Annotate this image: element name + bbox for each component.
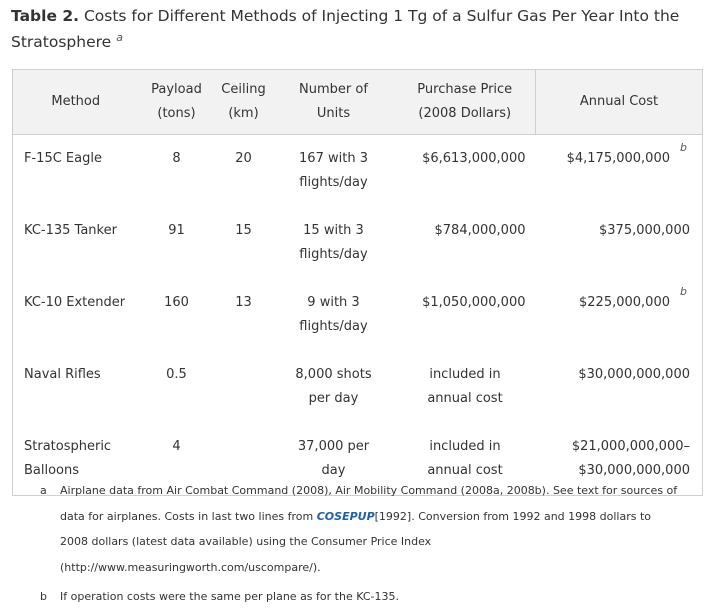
cell-method: F-15C Eagle bbox=[24, 151, 102, 166]
table-caption: Table 2. Costs for Different Methods of … bbox=[11, 3, 701, 57]
caption-footnote-marker[interactable]: a bbox=[116, 31, 123, 44]
costs-table: Method Payload (tons) Ceiling (km) Number … bbox=[12, 69, 703, 496]
cell-purchase-price: $1,050,000,000 bbox=[422, 295, 526, 310]
cell-units: 167 with 3 flights/day bbox=[299, 151, 368, 190]
cell-units: 8,000 shots per day bbox=[295, 367, 372, 406]
cell-ceiling: 15 bbox=[235, 223, 252, 238]
measuringworth-url[interactable]: (http://www.measuringworth.com/uscompare… bbox=[60, 560, 318, 574]
footnote-b-text: If operation costs were the same per pla… bbox=[60, 590, 399, 603]
cell-ceiling: 13 bbox=[235, 295, 252, 310]
table-header-row: Method Payload (tons) Ceiling (km) Number … bbox=[12, 69, 703, 135]
cell-units: 15 with 3 flights/day bbox=[299, 223, 368, 262]
annual-cost-footnote-marker[interactable]: b bbox=[680, 285, 687, 298]
table-row: F-15C Eagle 8 20 167 with 3 flights/day $6,61… bbox=[13, 135, 703, 208]
table-row: KC-135 Tanker 91 15 15 with 3 flights/day $78… bbox=[13, 207, 703, 279]
header-purchase-price: Purchase Price (2008 Dollars) bbox=[394, 69, 536, 135]
cell-ceiling: 20 bbox=[235, 151, 252, 166]
cell-method: KC-135 Tanker bbox=[24, 223, 117, 238]
cell-payload: 8 bbox=[172, 151, 181, 166]
cell-annual-cost: $4,175,000,000 b bbox=[536, 135, 703, 208]
cell-payload: 91 bbox=[168, 223, 185, 238]
cell-purchase-price: $6,613,000,000 bbox=[422, 151, 526, 166]
table-row: Stratospheric Balloons 4 37,000 per day inclu… bbox=[13, 423, 703, 496]
cell-method: Stratospheric Balloons bbox=[24, 439, 112, 478]
cell-payload: 4 bbox=[172, 439, 181, 454]
header-payload: Payload (tons) bbox=[138, 69, 215, 135]
cell-units: 37,000 per day bbox=[297, 439, 370, 478]
footnote-b: b If operation costs were the same per p… bbox=[40, 584, 680, 610]
cell-annual-cost: $225,000,000 b bbox=[536, 279, 703, 351]
header-ceiling: Ceiling (km) bbox=[214, 69, 273, 135]
footnote-a-text-cont: [1992]. Conversion from 1992 and 1998 do… bbox=[60, 509, 652, 549]
cell-ceiling bbox=[215, 351, 273, 423]
table-row: Naval Rifles 0.5 8,000 shots per day include… bbox=[13, 351, 703, 423]
table-label: Table 2. bbox=[11, 7, 80, 25]
cosepup-link[interactable]: COSEPUP bbox=[316, 509, 375, 523]
cell-purchase-price: included in annual cost bbox=[427, 439, 503, 478]
footnotes: a Airplane data from Air Combat Command … bbox=[40, 478, 680, 610]
header-method: Method bbox=[12, 69, 139, 135]
cell-payload: 160 bbox=[164, 295, 189, 310]
cell-annual-cost: $375,000,000 bbox=[599, 223, 690, 238]
header-annual-cost: Annual Cost bbox=[535, 69, 703, 135]
footnote-a-end: . bbox=[317, 560, 321, 574]
cell-purchase-price: included in annual cost bbox=[427, 367, 503, 406]
table-row: KC-10 Extender 160 13 9 with 3 flights/day $1… bbox=[13, 279, 703, 351]
cell-annual-cost: $21,000,000,000– $30,000,000,000 bbox=[571, 439, 690, 478]
cell-payload: 0.5 bbox=[166, 367, 187, 382]
footnote-a-label: a bbox=[40, 484, 47, 497]
footnote-a: a Airplane data from Air Combat Command … bbox=[40, 478, 680, 580]
annual-cost-footnote-marker[interactable]: b bbox=[680, 141, 687, 154]
cell-method: Naval Rifles bbox=[24, 367, 101, 382]
header-units: Number of Units bbox=[272, 69, 395, 135]
cell-purchase-price: $784,000,000 bbox=[434, 223, 526, 238]
cell-method: KC-10 Extender bbox=[24, 295, 126, 310]
cell-units: 9 with 3 flights/day bbox=[299, 295, 368, 334]
footnote-b-label: b bbox=[40, 590, 47, 603]
cell-annual-cost: $30,000,000,000 bbox=[578, 367, 690, 382]
footnote-a-text: Airplane data from Air Combat Command (2… bbox=[60, 484, 678, 523]
table-title: Costs for Different Methods of Injecting… bbox=[11, 7, 680, 51]
